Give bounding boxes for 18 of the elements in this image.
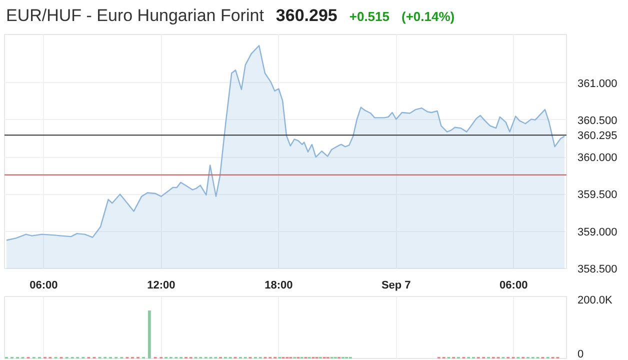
y-tick-label: 200.0K xyxy=(578,294,614,306)
ref-line-label: 360.295 xyxy=(578,130,618,142)
text: 360.295 xyxy=(276,6,338,25)
x-tick-label: 06:00 xyxy=(30,280,58,292)
x-tick-label: 06:00 xyxy=(500,280,528,292)
y-tick-label: 0 xyxy=(578,348,584,360)
text: (+0.14%) xyxy=(402,9,455,24)
y-tick-label: 359.500 xyxy=(578,189,618,202)
y-tick-label: 360.000 xyxy=(578,152,618,164)
text: +0.515 xyxy=(349,9,390,24)
y-tick-label: 361.000 xyxy=(578,78,618,90)
x-tick-label: Sep 7 xyxy=(381,280,411,292)
x-tick-label: 18:00 xyxy=(264,280,293,292)
x-tick-label: 12:00 xyxy=(147,280,176,292)
y-tick-label: 359.000 xyxy=(578,226,618,238)
y-tick-label: 360.500 xyxy=(578,114,618,127)
y-tick-label: 358.500 xyxy=(578,264,618,276)
chart-title: EUR/HUF - Euro Hungarian Forint xyxy=(6,6,264,25)
